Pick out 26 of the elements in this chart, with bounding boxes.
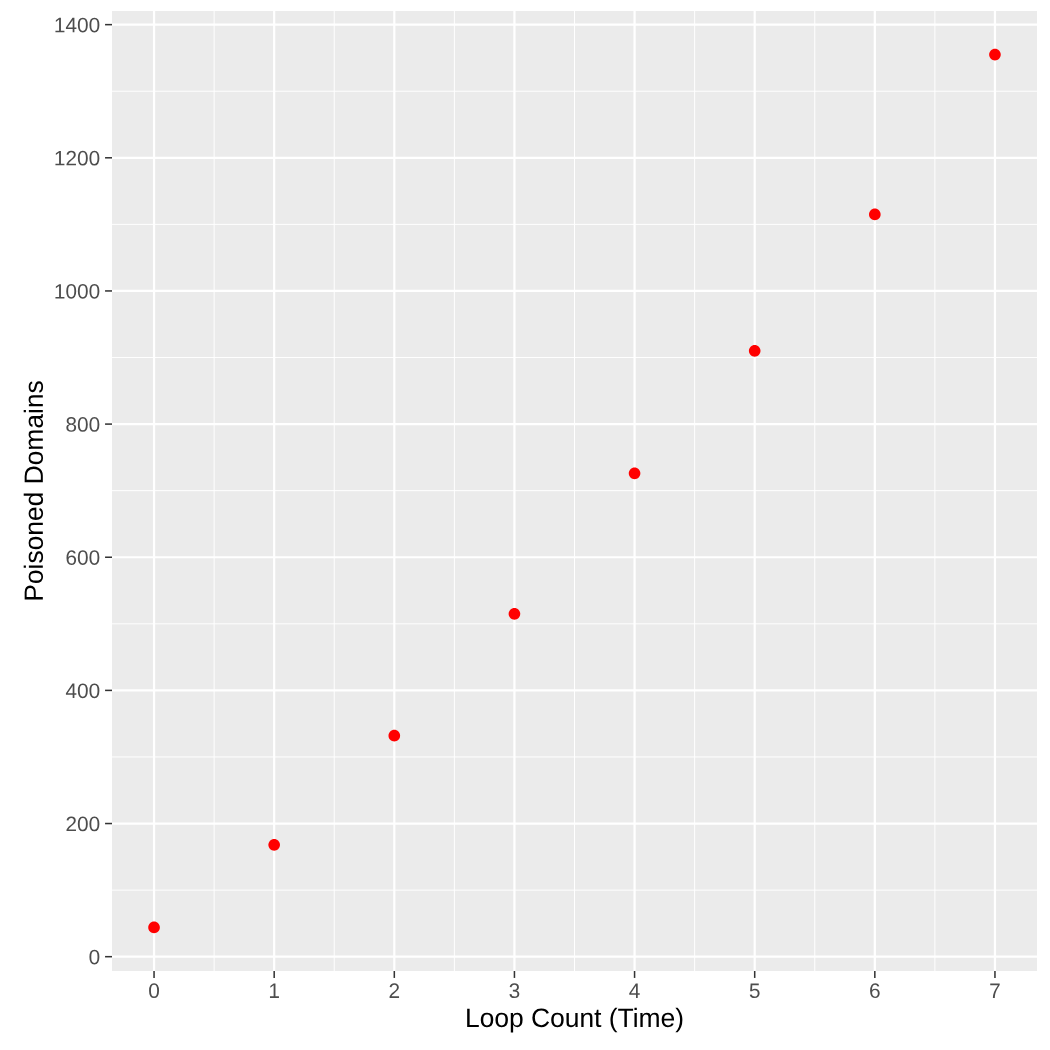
y-tick-label: 200 [66, 816, 100, 832]
y-tick-label: 1400 [55, 17, 100, 33]
x-tick-label: 3 [509, 983, 520, 999]
x-tick-label: 2 [389, 983, 400, 998]
point [268, 839, 280, 851]
point [869, 208, 881, 221]
point [989, 48, 1001, 61]
y-tick-label: 0 [89, 949, 100, 965]
y-tick-label: 600 [66, 550, 100, 565]
x-tick-label: 7 [990, 983, 1000, 998]
x-axis-title: Loop Count (Time) [467, 1007, 683, 1033]
point [628, 467, 641, 480]
x-tick-label: 1 [269, 983, 279, 998]
point [148, 921, 160, 934]
point [388, 729, 401, 742]
y-tick-label: 1200 [55, 150, 100, 166]
y-tick-label: 1000 [55, 283, 100, 299]
y-tick-label: 400 [65, 683, 100, 699]
y-axis-title: Poisoned Domains [23, 381, 44, 600]
x-tick-label: 0 [149, 983, 160, 999]
point [508, 608, 521, 620]
x-tick-label: 4 [629, 983, 640, 998]
point [748, 345, 761, 357]
x-tick-label: 6 [870, 983, 880, 999]
y-tick-label: 800 [66, 417, 100, 432]
x-tick-label: 5 [749, 983, 760, 999]
